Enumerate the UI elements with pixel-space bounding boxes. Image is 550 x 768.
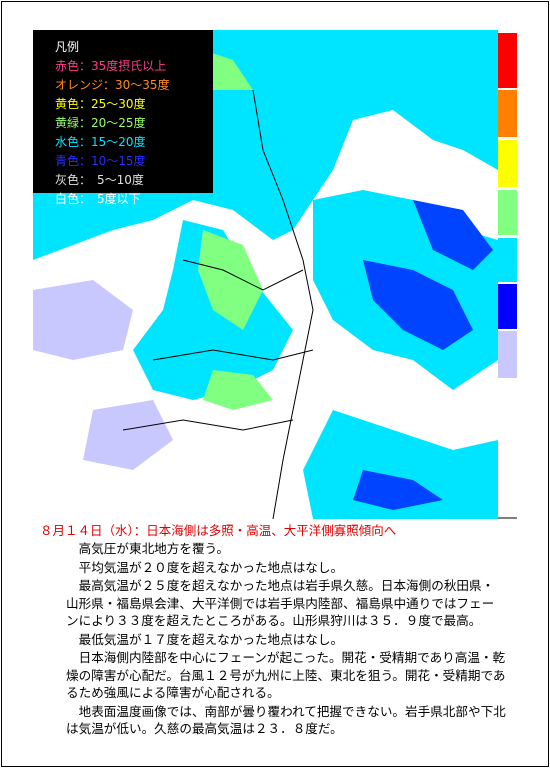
legend-item: 白色： 5度以下 (55, 192, 141, 206)
legend-item: オレンジ：30～35度 (55, 78, 170, 92)
color-scale (498, 33, 517, 519)
headline: ８月１４日（水）：日本海側は多照・高温、大平洋側寡照傾向へ (40, 523, 397, 538)
legend-item: 灰色： 5～10度 (55, 173, 144, 187)
paragraph: 最高気温が２５度を超えなかった地点は岩手県久慈。日本海側の秋田県・山形県・福島県… (66, 578, 495, 628)
paragraph: 最低気温が１７度を超えなかった地点はなし。 (78, 631, 344, 647)
paragraph: 高気圧が東北地方を覆う。 (78, 541, 229, 556)
paragraph: 地表面温度画像では、南部が曇り覆われて把握できない。岩手県北部や下北は気温が低い… (66, 703, 506, 737)
legend-title: 凡例 (55, 40, 80, 54)
paragraph: 日本海側内陸部を中心にフェーンが起こった。開花・受精期であり高温・乾燥の障害が心… (66, 650, 506, 700)
body-text: 高気圧が東北地方を覆う。 平均気温が２０度を超えなかった地点はなし。 最高気温が… (66, 540, 506, 739)
legend-item: 黄色：25～30度 (55, 97, 146, 111)
paragraph: 平均気温が２０度を超えなかった地点はなし。 (78, 559, 344, 575)
legend-item: 黄緑：20～25度 (55, 116, 146, 130)
legend-item: 赤色：35度摂氏以上 (55, 59, 167, 73)
legend-item: 水色：15～20度 (55, 135, 146, 149)
legend-item: 青色：10～15度 (55, 154, 146, 168)
legend: 凡例 赤色：35度摂氏以上 オレンジ：30～35度 黄色：25～30度 黄緑：2… (33, 30, 213, 206)
